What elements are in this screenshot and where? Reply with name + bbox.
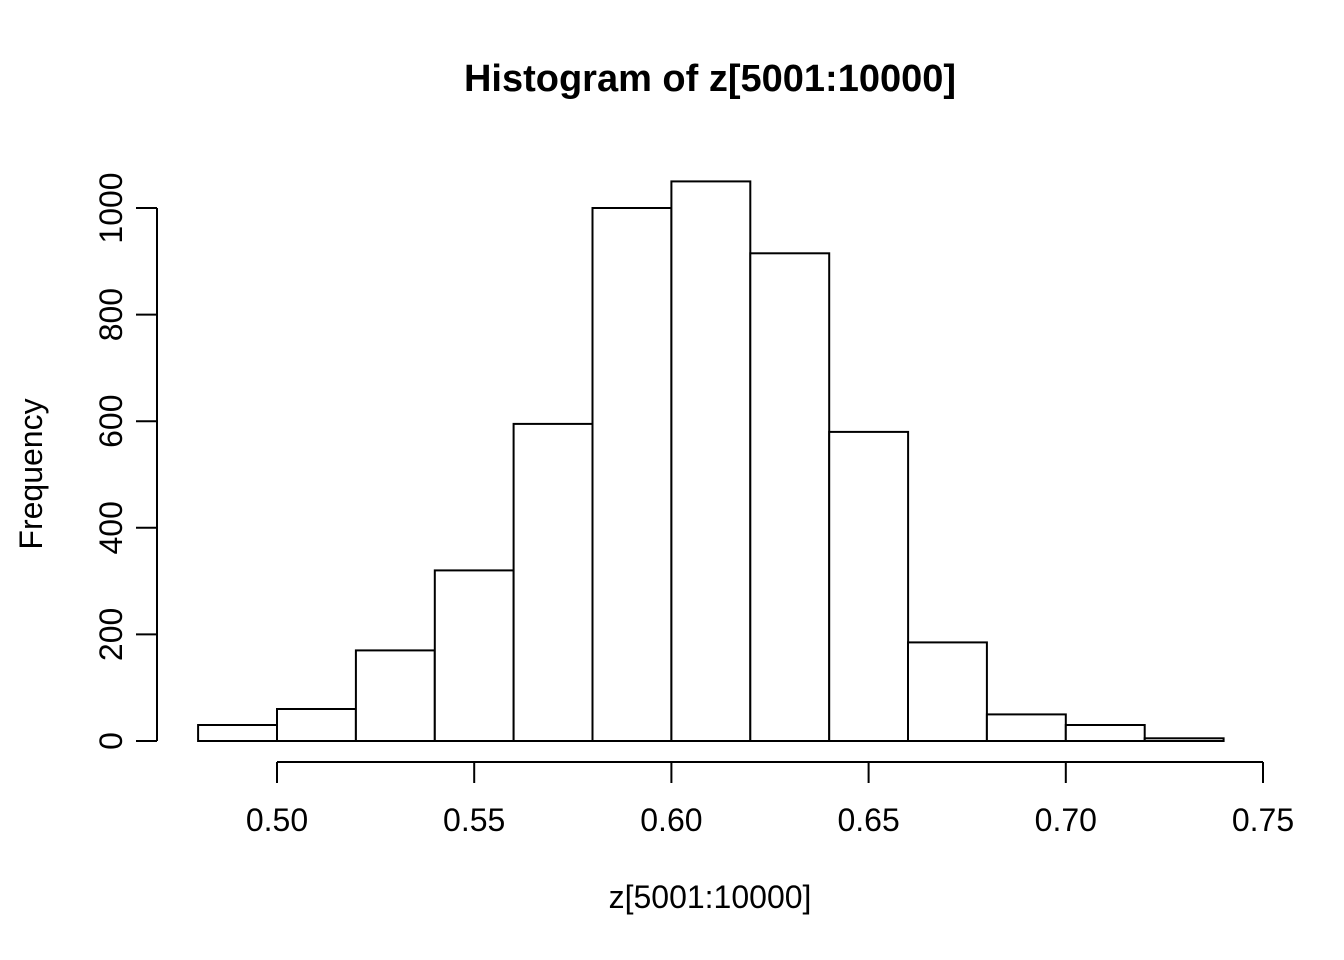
y-tick-label: 800	[93, 288, 129, 341]
x-tick-label: 0.70	[1035, 802, 1097, 838]
x-tick-label: 0.60	[640, 802, 702, 838]
bars-group	[197, 180, 1225, 743]
y-tick-label: 600	[93, 395, 129, 448]
histogram-bar	[276, 708, 357, 742]
histogram-bar	[828, 430, 910, 742]
histogram-bar	[749, 252, 831, 743]
histogram-bar	[591, 207, 673, 742]
chart-title: Histogram of z[5001:10000]	[464, 58, 956, 100]
histogram-bar	[670, 180, 752, 742]
x-tick-label: 0.75	[1232, 802, 1294, 838]
histogram-bar	[907, 641, 988, 743]
histogram-bar	[985, 713, 1067, 743]
x-tick-label: 0.65	[837, 802, 899, 838]
y-tick-label: 200	[93, 608, 129, 661]
histogram-bar	[1143, 737, 1225, 742]
y-axis-label: Frequency	[13, 398, 49, 549]
y-tick-label: 0	[93, 732, 129, 750]
histogram-bar	[1064, 724, 1146, 742]
histogram-bar	[197, 724, 279, 742]
x-tick-label: 0.50	[246, 802, 308, 838]
x-tick-label: 0.55	[443, 802, 505, 838]
x-axis-label: z[5001:10000]	[609, 879, 812, 915]
y-tick-label: 400	[93, 501, 129, 554]
y-tick-label: 1000	[93, 172, 129, 243]
histogram-bar	[354, 649, 436, 743]
histogram-bar	[512, 422, 594, 742]
histogram-bar	[433, 569, 515, 743]
axes-group: 0 200 400 600 800 1000 0.50 0.55 0.60 0.65 0.70 0.7…	[93, 172, 1294, 838]
